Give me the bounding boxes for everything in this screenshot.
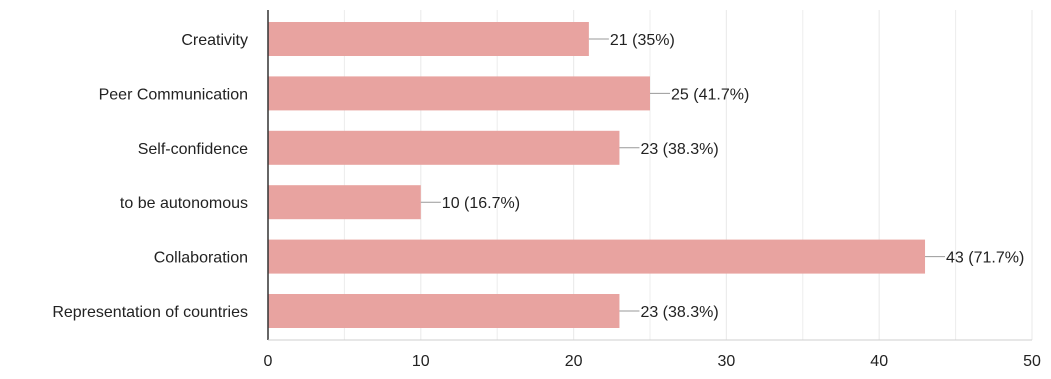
bar [268,185,421,220]
data-label: 23 (38.3%) [640,304,718,321]
bar [268,130,620,165]
bar [268,294,620,328]
grid-lines [343,10,1033,340]
category-label: Collaboration [154,250,248,267]
x-tick-label: 50 [1023,353,1041,370]
data-label: 23 (38.3%) [640,141,718,158]
x-tick-label: 30 [718,353,736,370]
category-label: Creativity [181,32,248,49]
x-tick-label: 10 [412,353,430,370]
data-label: 10 (16.7%) [442,195,520,212]
bars [268,22,926,328]
category-label: Representation of countries [52,304,248,321]
data-label: 21 (35%) [610,32,675,49]
bar [268,76,650,111]
data-label: 25 (41.7%) [671,86,749,103]
data-label: 43 (71.7%) [946,250,1024,267]
labels: 0 10 20 30 40 50 Creativity 21 (35%) Peer Commun… [52,32,1041,370]
category-label: Self-confidence [138,141,248,158]
x-tick-label: 40 [870,353,888,370]
category-label: to be autonomous [120,195,248,212]
bar [268,22,589,56]
x-tick-label: 0 [264,353,273,370]
axes [267,10,1032,341]
category-label: Peer Communication [99,86,248,103]
bar [268,239,926,274]
x-tick-label: 20 [565,353,583,370]
